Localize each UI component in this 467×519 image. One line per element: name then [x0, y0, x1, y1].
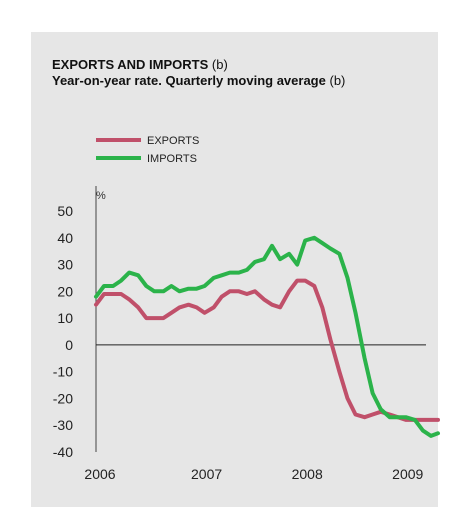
y-tick-label: -10 [53, 364, 73, 380]
y-tick-label: 0 [65, 337, 73, 353]
series-line-imports [94, 235, 440, 438]
legend: EXPORTS IMPORTS [96, 135, 199, 165]
x-tick-label: 2008 [292, 466, 323, 482]
chart-subtitle-note: (b) [329, 73, 346, 88]
legend-exports-label: EXPORTS [147, 135, 199, 147]
y-tick-label: 20 [57, 283, 73, 299]
legend-imports-label: IMPORTS [147, 153, 197, 165]
chart-panel [31, 32, 438, 507]
y-tick-label: 10 [57, 310, 73, 326]
y-tick-label: 30 [57, 257, 73, 273]
y-tick-label: 50 [57, 203, 73, 219]
chart-subtitle: Year-on-year rate. Quarterly moving aver… [52, 73, 326, 88]
chart-title: EXPORTS AND IMPORTS [52, 57, 209, 72]
y-tick-label: -20 [53, 390, 73, 406]
series-line-exports [94, 278, 440, 422]
chart-title-block: EXPORTS AND IMPORTS (b) Year-on-year rat… [52, 57, 345, 89]
x-tick-labels: 2006 2007 2008 2009 [84, 466, 423, 482]
x-tick-label: 2007 [191, 466, 222, 482]
y-tick-label: 40 [57, 230, 73, 246]
y-tick-label: -40 [53, 444, 73, 460]
x-tick-label: 2006 [84, 466, 115, 482]
y-axis-unit: % [96, 190, 106, 202]
y-tick-label: -30 [53, 417, 73, 433]
axes [95, 186, 426, 452]
chart-title-note: (b) [211, 57, 228, 72]
series-lines [94, 235, 440, 438]
y-tick-labels: 50 40 30 20 10 0 -10 -20 -30 -40 [53, 203, 73, 460]
x-tick-label: 2009 [392, 466, 423, 482]
